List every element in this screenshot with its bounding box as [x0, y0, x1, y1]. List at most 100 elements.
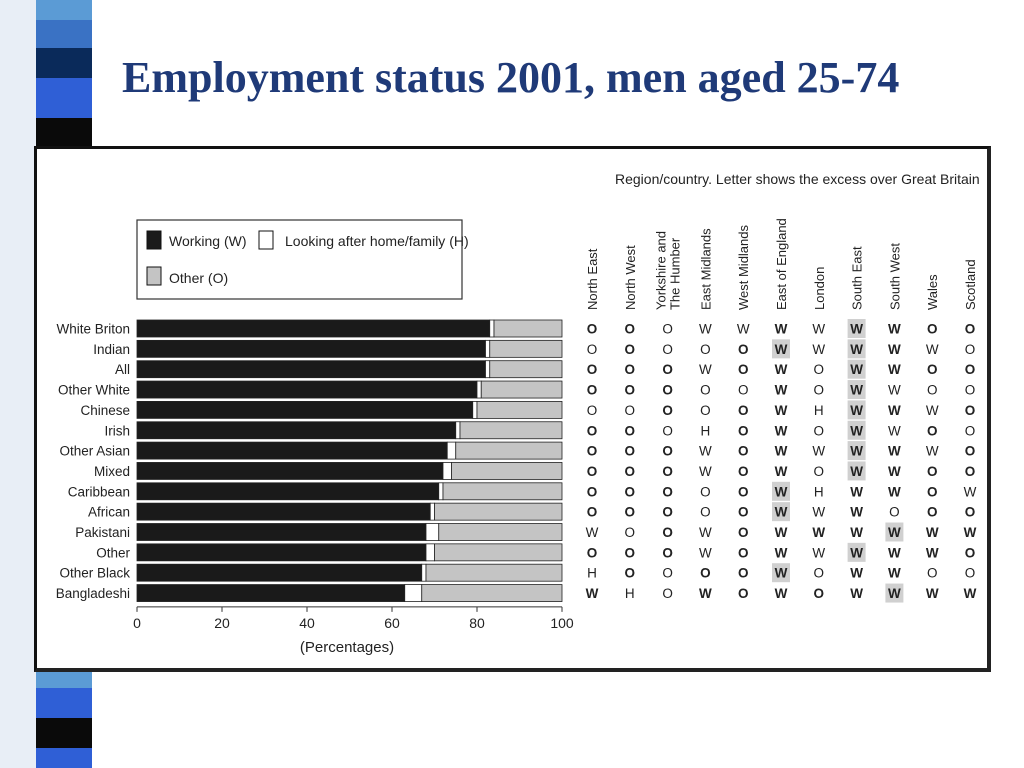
cell-mixed-west-midlands: O [738, 464, 749, 479]
bar-working-other-asian [136, 441, 448, 460]
chart-frame: Working (W) Looking after home/family (H… [34, 146, 991, 672]
cell-bangladeshi-wales: W [926, 586, 939, 601]
bar-working-irish [136, 421, 457, 440]
cell-african-north-east: O [587, 505, 598, 520]
cell-other-white-east-midlands: O [700, 383, 711, 398]
cell-indian-north-west: O [625, 342, 636, 357]
cell-other-south-east: W [850, 545, 863, 560]
bar-home-all [485, 360, 491, 379]
cell-shade-irish-south-east [847, 420, 866, 440]
cell-pakistani-wales: W [926, 525, 939, 540]
legend-swatch-home [258, 230, 274, 250]
cell-irish-north-east: O [587, 423, 598, 438]
cell-other-asian-west-midlands: O [738, 444, 749, 459]
cell-other-black-east-midlands: O [700, 566, 711, 581]
region-header-east-midlands: East Midlands [698, 228, 713, 310]
cell-other-asian-yorkshire-and-the-humber: O [662, 444, 673, 459]
region-header-wales: Wales [925, 274, 940, 310]
cell-bangladeshi-scotland: W [964, 586, 977, 601]
cell-chinese-west-midlands: O [738, 403, 749, 418]
cell-white-briton-north-east: O [587, 322, 598, 337]
cell-indian-wales: W [926, 342, 939, 357]
region-header-east-of-england: East of England [774, 218, 789, 310]
cell-white-briton-south-east: W [850, 322, 863, 337]
cell-african-north-west: O [625, 505, 636, 520]
cell-african-yorkshire-and-the-humber: O [662, 505, 673, 520]
cell-chinese-london: H [814, 403, 824, 418]
cell-other-black-north-east: H [587, 566, 597, 581]
cell-bangladeshi-south-east: W [850, 586, 863, 601]
cell-indian-east-midlands: O [700, 342, 711, 357]
x-tick-label-0: 0 [133, 615, 141, 631]
region-header-south-west: South West [887, 243, 902, 310]
cell-white-briton-wales: O [927, 322, 938, 337]
cell-white-briton-scotland: O [965, 322, 976, 337]
cell-african-scotland: O [965, 505, 976, 520]
bar-working-chinese [136, 400, 474, 419]
bar-working-other-white [136, 380, 478, 399]
cell-other-asian-south-east: W [850, 444, 863, 459]
cell-other-black-east-of-england: W [775, 566, 788, 581]
cell-irish-east-of-england: W [775, 423, 788, 438]
cell-shade-other-white-south-east [847, 380, 866, 400]
cell-pakistani-east-of-england: W [775, 525, 788, 540]
cell-irish-yorkshire-and-the-humber: O [662, 423, 673, 438]
cell-indian-london: W [812, 342, 825, 357]
region-headers: North East North West Yorkshire and The Hum… [585, 218, 978, 310]
category-label-indian: Indian [93, 342, 130, 357]
cell-mixed-yorkshire-and-the-humber: O [662, 464, 673, 479]
cell-caribbean-east-of-england: W [775, 484, 788, 499]
cell-pakistani-west-midlands: O [738, 525, 749, 540]
cell-african-west-midlands: O [738, 505, 749, 520]
cell-caribbean-north-west: O [625, 484, 636, 499]
cell-pakistani-south-west: W [888, 525, 901, 540]
cell-shade-other-asian-south-east [847, 441, 866, 461]
cell-white-briton-london: W [812, 322, 825, 337]
cell-indian-north-east: O [587, 342, 598, 357]
legend-label-other: Other (O) [169, 270, 228, 286]
cell-bangladeshi-east-of-england: W [775, 586, 788, 601]
cell-other-asian-london: W [812, 444, 825, 459]
cell-mixed-east-midlands: W [699, 464, 712, 479]
bar-working-other [136, 543, 427, 562]
cell-other-black-west-midlands: O [738, 566, 749, 581]
cell-other-black-south-east: W [850, 566, 863, 581]
bar-working-all [136, 360, 486, 379]
cell-all-east-midlands: W [699, 362, 712, 377]
cell-chinese-south-east: W [850, 403, 863, 418]
bar-working-mixed [136, 462, 444, 480]
bar-other-african [434, 502, 563, 521]
bar-working-caribbean [136, 482, 440, 501]
cell-chinese-south-west: W [888, 403, 901, 418]
cell-irish-south-east: W [850, 423, 863, 438]
legend-swatch-other [146, 266, 162, 286]
employment-chart: Working (W) Looking after home/family (H… [56, 171, 980, 656]
cell-irish-south-west: W [888, 423, 901, 438]
cell-other-black-london: O [814, 566, 825, 581]
cell-shade-white-briton-south-east [847, 319, 866, 338]
bar-other-other-black [425, 563, 563, 582]
cell-all-london: O [814, 362, 825, 377]
x-tick-label-40: 40 [299, 615, 315, 631]
cell-indian-south-west: W [888, 342, 901, 357]
cell-all-south-west: W [888, 362, 901, 377]
cell-chinese-scotland: O [965, 403, 976, 418]
cell-white-briton-yorkshire-and-the-humber: O [662, 322, 673, 337]
cell-other-south-west: W [888, 545, 901, 560]
bar-area: White Briton Indian All Other White Chinese I… [56, 319, 563, 602]
bar-other-other-white [480, 380, 563, 399]
cell-african-east-of-england: W [775, 505, 788, 520]
bar-working-indian [136, 339, 486, 358]
cell-pakistani-east-midlands: W [699, 525, 712, 540]
cell-mixed-london: O [814, 464, 825, 479]
category-label-other-white: Other White [58, 383, 130, 398]
cell-other-white-south-west: W [888, 383, 901, 398]
cell-other-wales: W [926, 545, 939, 560]
cell-caribbean-yorkshire-and-the-humber: O [662, 484, 673, 499]
cell-white-briton-south-west: W [888, 322, 901, 337]
cell-mixed-east-of-england: W [775, 464, 788, 479]
cell-other-asian-east-of-england: W [775, 444, 788, 459]
cell-indian-yorkshire-and-the-humber: O [662, 342, 673, 357]
bar-home-white-briton [489, 319, 495, 338]
cell-pakistani-north-east: W [586, 525, 599, 540]
